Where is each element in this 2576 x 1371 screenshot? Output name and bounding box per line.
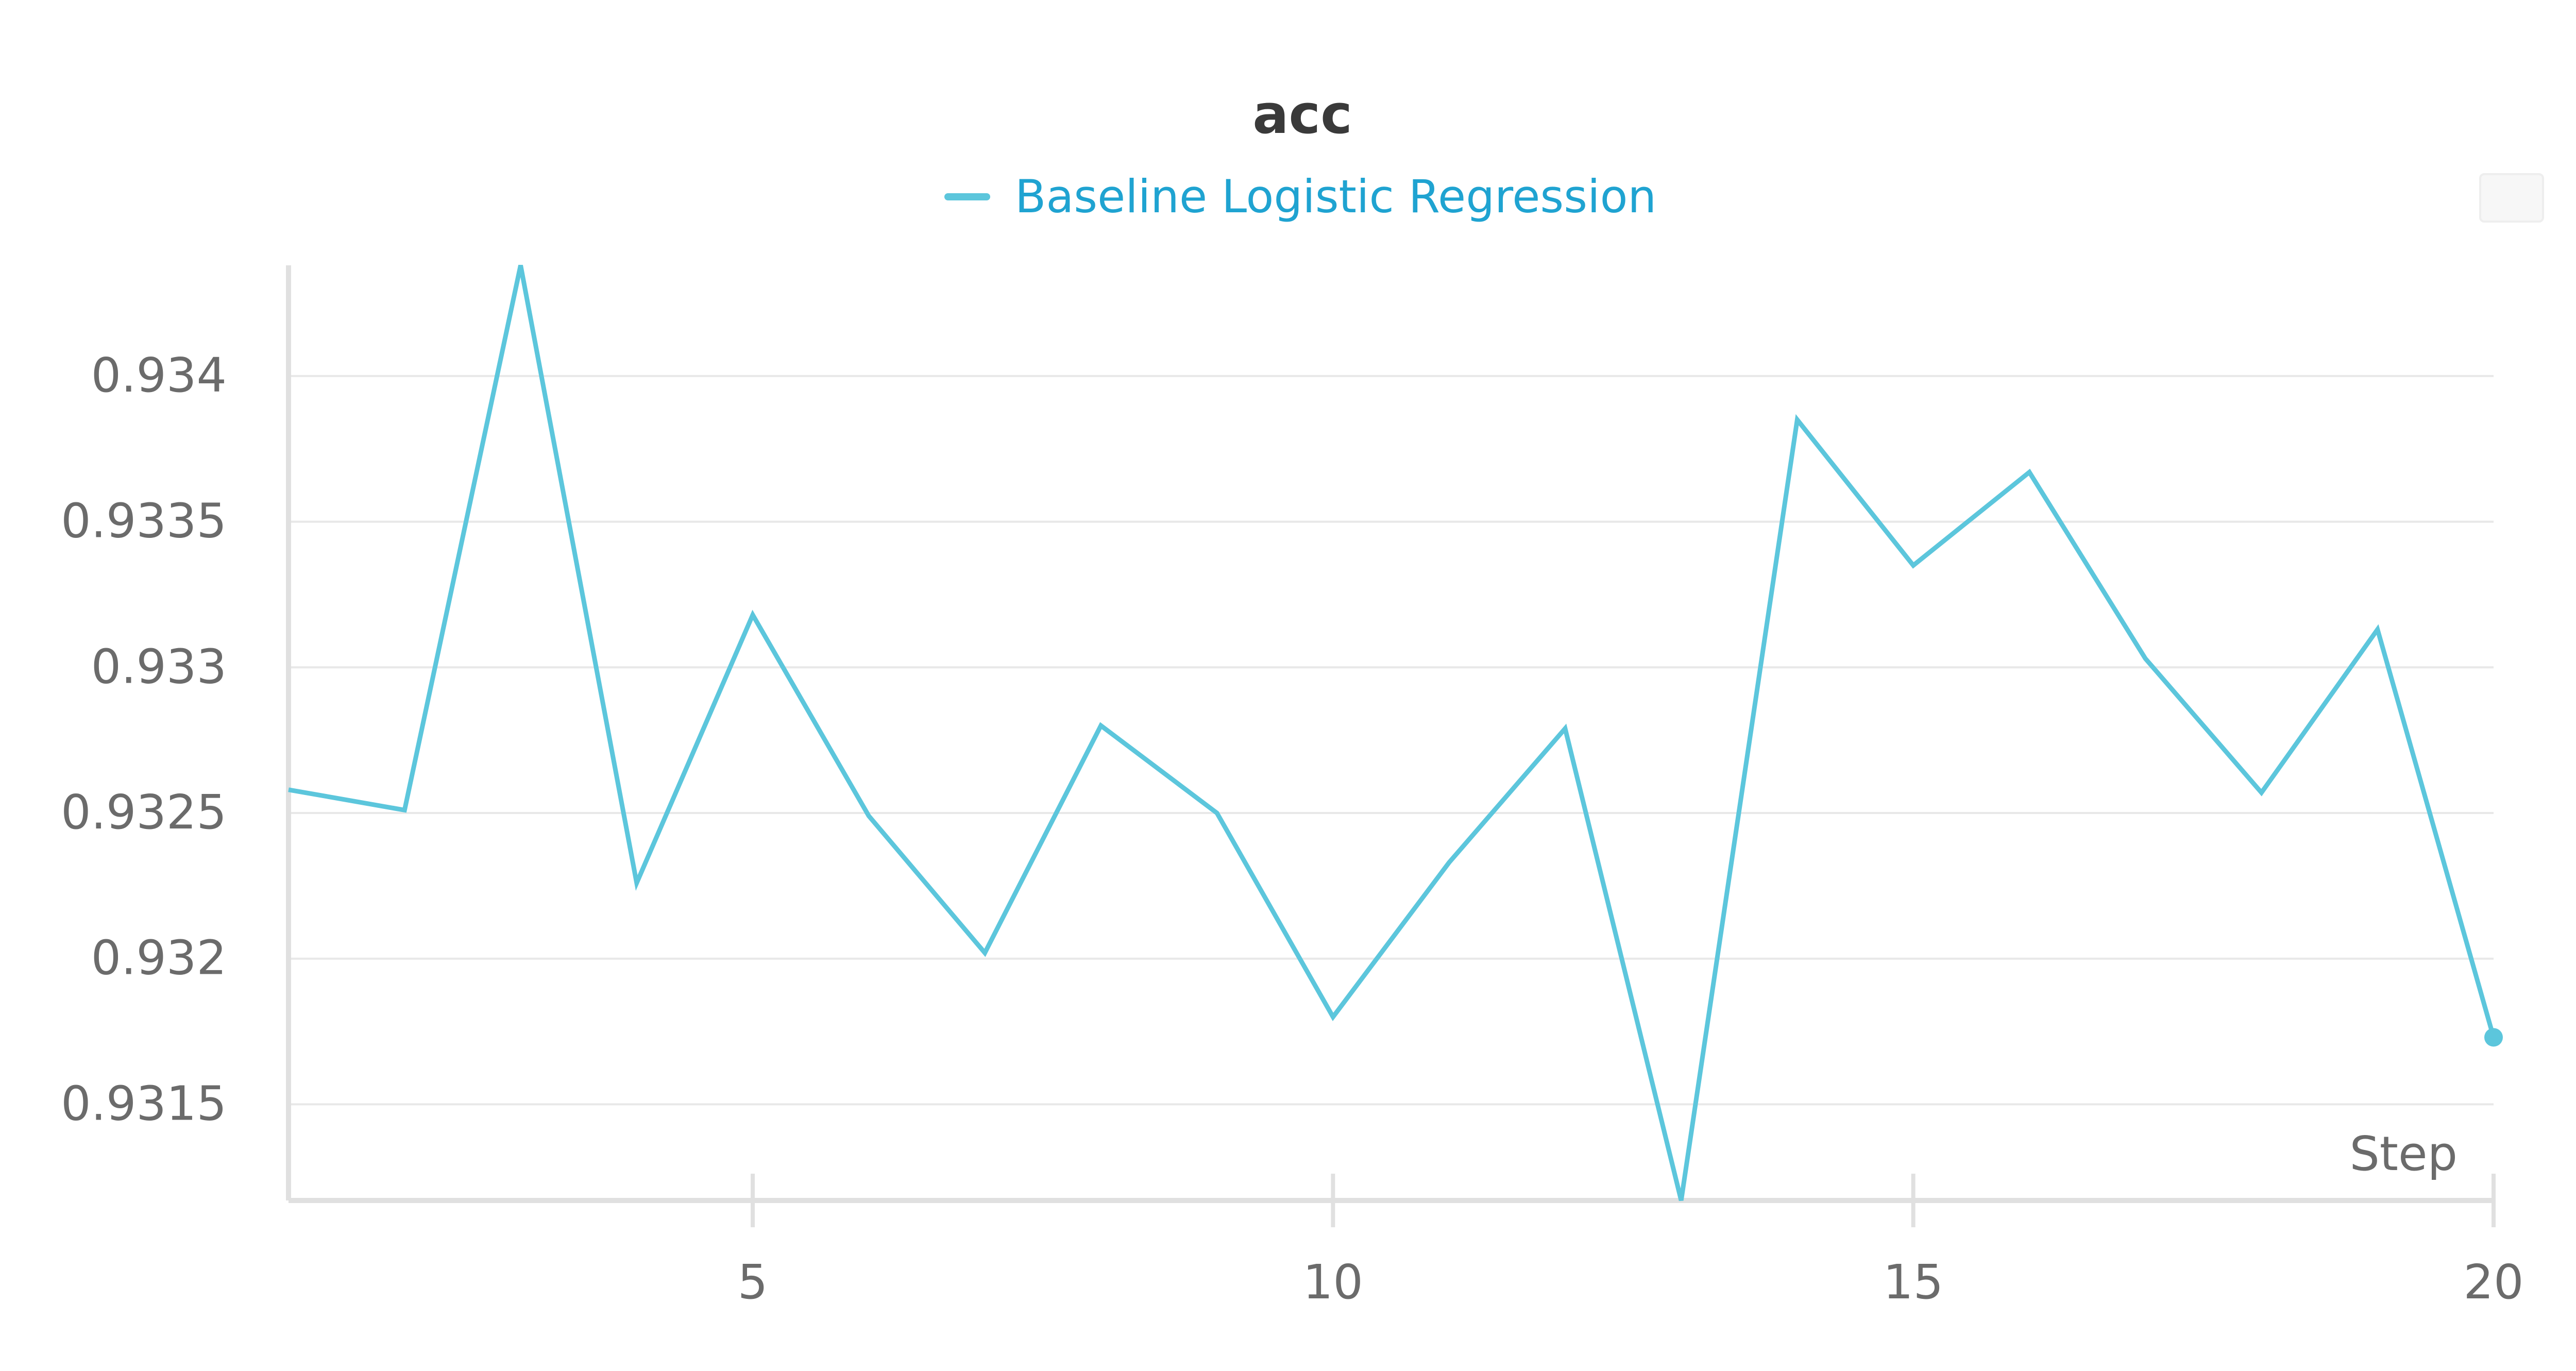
x-tick-label: 10	[1303, 1255, 1363, 1310]
axes	[286, 265, 2496, 1227]
y-tick-label: 0.9335	[61, 494, 227, 549]
chart-legend[interactable]: Baseline Logistic Regression	[944, 170, 1656, 223]
x-axis-label: Step	[2350, 1126, 2458, 1181]
chart-options-button[interactable]	[2479, 173, 2544, 223]
tick-labels: 0.9315 0.932 0.9325 0.933 0.9335 0.934 5 10 15 20	[61, 348, 2523, 1310]
legend-series-label[interactable]: Baseline Logistic Regression	[1015, 170, 1656, 223]
y-tick-label: 0.932	[91, 930, 227, 986]
series-line-baseline-logistic-regression[interactable]	[288, 265, 2496, 1201]
x-tick-label: 20	[2463, 1255, 2523, 1310]
x-tick-label: 5	[738, 1255, 768, 1310]
series-layer	[288, 265, 2503, 1201]
y-tick-label: 0.933	[91, 639, 227, 694]
y-tick-label: 0.9315	[61, 1076, 227, 1131]
y-tick-label: 0.934	[91, 348, 227, 403]
chart-title: acc	[1252, 83, 1352, 146]
grid-lines	[289, 375, 2494, 1106]
y-tick-label: 0.9325	[61, 785, 227, 840]
x-tick-label: 15	[1883, 1255, 1943, 1310]
series-end-point[interactable]	[2484, 1028, 2503, 1047]
